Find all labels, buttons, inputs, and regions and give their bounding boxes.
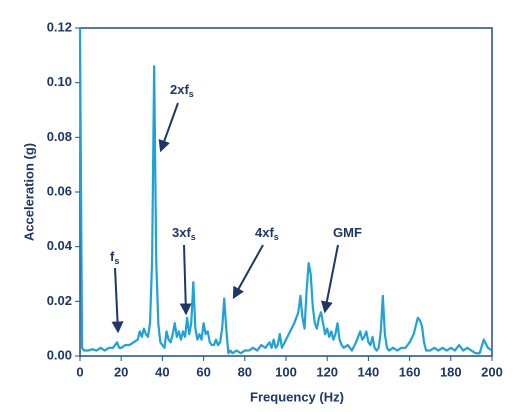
plot-frame xyxy=(79,27,493,357)
x-tick-label: 60 xyxy=(196,364,210,379)
annotation-arrow xyxy=(179,244,192,316)
annotation-text: 4xf xyxy=(255,225,274,240)
annotation-arrow xyxy=(320,244,339,314)
spectrum-line xyxy=(78,27,493,355)
annotation-arrow xyxy=(111,267,124,334)
y-tick-label: 0.04 xyxy=(47,238,73,253)
annotation-subscript: s xyxy=(274,232,279,242)
annotation-text: 3xf xyxy=(172,225,191,240)
x-tick-label: 200 xyxy=(481,364,503,379)
x-axis-label: Frequency (Hz) xyxy=(250,389,344,404)
x-tick-label: 100 xyxy=(275,364,297,379)
y-tick-label: 0.10 xyxy=(47,74,72,89)
x-tick-label: 120 xyxy=(316,364,338,379)
annotation-arrow xyxy=(158,102,179,153)
y-tick-label: 0.12 xyxy=(47,19,72,34)
y-tick-label: 0.02 xyxy=(47,293,72,308)
x-tick-label: 20 xyxy=(114,364,128,379)
x-tick-label: 40 xyxy=(155,364,169,379)
x-tick-label: 180 xyxy=(440,364,462,379)
annotation: 3xfs xyxy=(172,225,196,242)
annotation-text: 2xf xyxy=(170,82,189,97)
y-tick-label: 0.08 xyxy=(47,129,72,144)
annotation: GMF xyxy=(333,225,362,240)
y-tick-label: 0.00 xyxy=(47,347,72,362)
y-axis-label: Acceleration (g) xyxy=(21,143,36,241)
x-tick-label: 140 xyxy=(358,364,380,379)
annotation: 4xfs xyxy=(255,225,279,242)
annotation: 2xfs xyxy=(170,82,194,99)
annotation-text: GMF xyxy=(333,225,362,240)
annotation: fs xyxy=(110,249,119,266)
x-tick-label: 80 xyxy=(238,364,252,379)
x-tick-label: 0 xyxy=(76,364,83,379)
y-tick-label: 0.06 xyxy=(47,183,72,198)
annotation-subscript: s xyxy=(189,89,194,99)
annotation-text: f xyxy=(110,249,115,264)
annotation-subscript: s xyxy=(191,232,196,242)
annotation-subscript: s xyxy=(114,256,119,266)
x-tick-label: 160 xyxy=(399,364,421,379)
annotation-arrow xyxy=(232,244,264,300)
